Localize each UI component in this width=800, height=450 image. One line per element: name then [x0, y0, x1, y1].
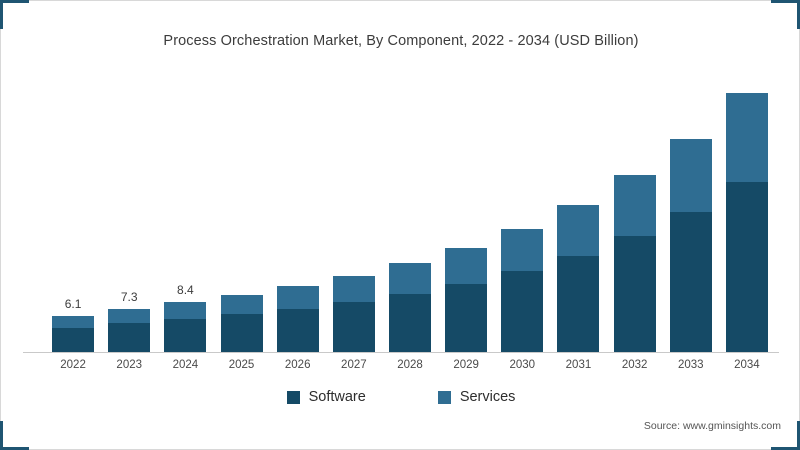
chart-legend: Software Services [1, 389, 800, 405]
legend-item-software[interactable]: Software [286, 389, 366, 405]
x-tick-label: 2033 [677, 359, 704, 371]
bar-segment-software[interactable] [389, 293, 431, 352]
x-axis-line [23, 352, 779, 353]
x-tick-label: 2026 [284, 359, 311, 371]
x-tick-label: 2030 [509, 359, 536, 371]
bar-value-label: 7.3 [120, 289, 138, 304]
bar-value-label: 6.1 [64, 296, 82, 311]
x-tick-label: 2025 [228, 359, 255, 371]
x-tick-label: 2029 [453, 359, 479, 371]
corner-accent-top-right [771, 0, 800, 29]
x-tick-label: 2032 [621, 359, 648, 371]
bar-segment-services[interactable] [164, 301, 207, 320]
x-tick-label: 2023 [116, 359, 143, 371]
bar-segment-services[interactable] [108, 308, 151, 324]
bar-segment-software[interactable] [52, 328, 95, 352]
bar-group[interactable] [164, 301, 207, 352]
legend-item-services[interactable]: Services [437, 389, 516, 405]
bar-segment-services[interactable] [557, 204, 600, 256]
bar-group[interactable] [220, 294, 263, 352]
legend-swatch-icon [286, 390, 300, 404]
bar-segment-software[interactable] [613, 235, 656, 352]
bar-segment-software[interactable] [669, 212, 712, 352]
bar-segment-software[interactable] [164, 319, 207, 352]
bar-segment-software[interactable] [108, 323, 151, 352]
bar-group[interactable] [108, 308, 151, 352]
bar-group[interactable] [557, 204, 600, 352]
legend-swatch-icon [437, 390, 451, 404]
x-tick-label: 2028 [397, 359, 423, 371]
bar-segment-services[interactable] [725, 93, 768, 183]
corner-accent-top-left [0, 0, 29, 29]
bar-segment-services[interactable] [220, 294, 263, 315]
bar-group[interactable] [276, 285, 319, 352]
bar-segment-services[interactable] [276, 285, 319, 309]
bar-segment-software[interactable] [445, 283, 488, 352]
bar-group[interactable] [332, 275, 375, 352]
x-tick-label: 2034 [734, 359, 760, 371]
bar-segment-software[interactable] [501, 270, 544, 352]
bar-segment-software[interactable] [220, 314, 263, 352]
corner-accent-bottom-right [771, 421, 800, 450]
bar-segment-services[interactable] [501, 228, 544, 271]
bar-segment-software[interactable] [725, 182, 768, 352]
bar-segment-software[interactable] [332, 301, 375, 352]
bar-value-label: 8.4 [177, 282, 194, 297]
bar-segment-services[interactable] [389, 263, 431, 294]
source-credit: Source: www.gminsights.com [643, 420, 781, 432]
legend-label: Software [308, 389, 366, 405]
bar-segment-services[interactable] [332, 275, 375, 302]
bar-group[interactable] [445, 247, 488, 352]
bar-segment-services[interactable] [669, 138, 712, 212]
bar-group[interactable] [52, 315, 95, 352]
bar-group[interactable] [501, 228, 544, 352]
x-tick-label: 2022 [60, 359, 86, 371]
bar-segment-services[interactable] [52, 315, 95, 329]
bar-segment-software[interactable] [557, 255, 600, 352]
bar-segment-services[interactable] [613, 175, 656, 236]
x-tick-label: 2031 [565, 359, 592, 371]
x-tick-label: 2027 [341, 359, 367, 371]
corner-accent-bottom-left [0, 421, 29, 450]
legend-label: Services [459, 389, 516, 405]
plot-area [23, 73, 779, 353]
chart-title: Process Orchestration Market, By Compone… [163, 33, 639, 49]
x-tick-label: 2024 [172, 359, 199, 371]
bar-group[interactable] [669, 138, 712, 352]
bar-segment-software[interactable] [276, 308, 319, 352]
bar-group[interactable] [613, 175, 656, 352]
bar-group[interactable] [389, 263, 431, 352]
bar-group[interactable] [725, 93, 768, 352]
bar-segment-services[interactable] [445, 247, 488, 284]
